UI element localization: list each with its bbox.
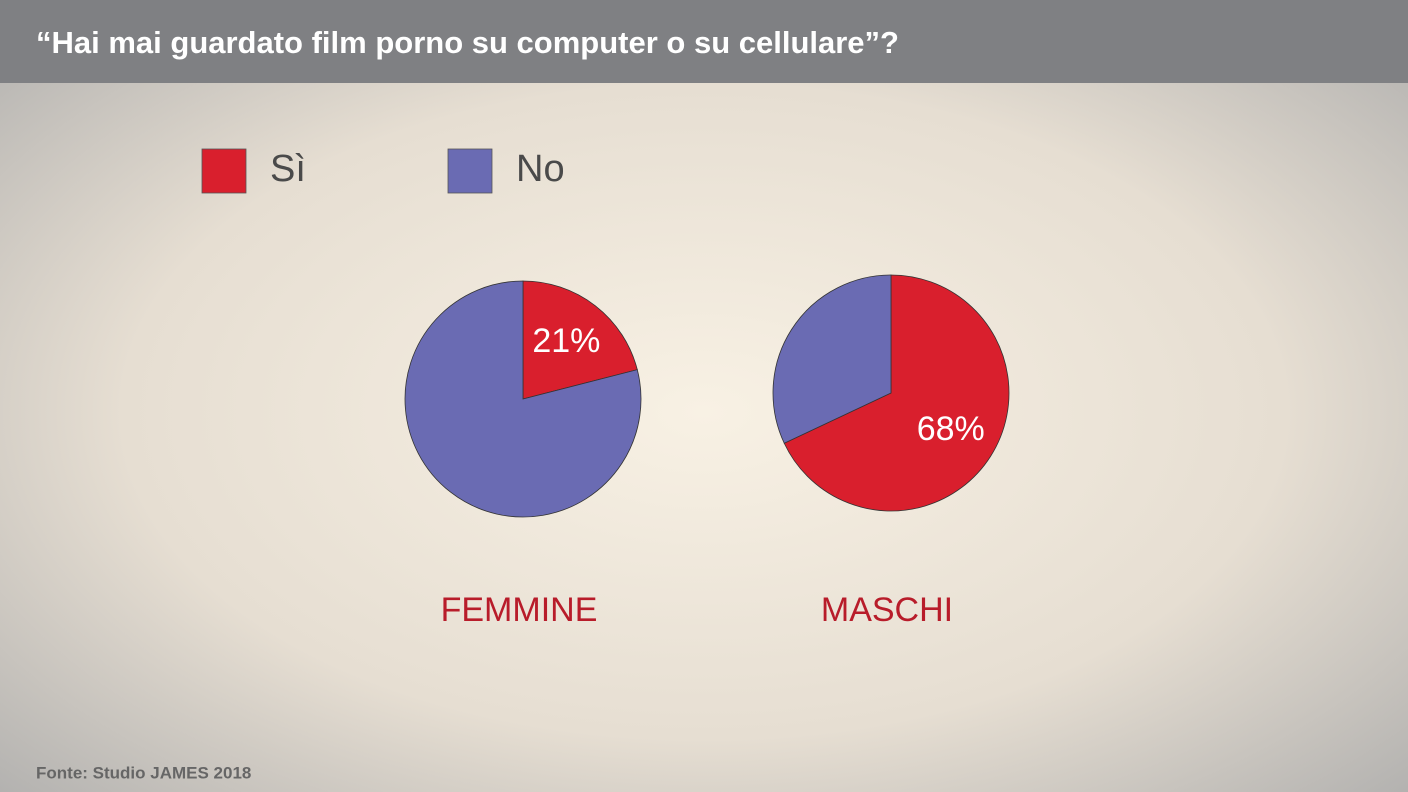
chart-title: “Hai mai guardato film porno su computer… (36, 25, 899, 60)
legend-swatch (201, 148, 247, 194)
pie-slice (404, 280, 642, 518)
pie-slice (522, 280, 638, 400)
data-label: 68% (917, 410, 985, 448)
pie-title: MASCHI (821, 591, 953, 629)
legend-label: No (516, 148, 565, 190)
pie-title: FEMMINE (441, 591, 598, 629)
header-bar (0, 0, 1408, 83)
legend-swatch (447, 148, 493, 194)
source: Fonte: Studio JAMES 2018 (36, 763, 251, 782)
pie-slice (772, 274, 892, 444)
data-label: 21% (532, 322, 600, 360)
pie-slice (783, 274, 1010, 512)
legend-label: Sì (270, 148, 306, 190)
